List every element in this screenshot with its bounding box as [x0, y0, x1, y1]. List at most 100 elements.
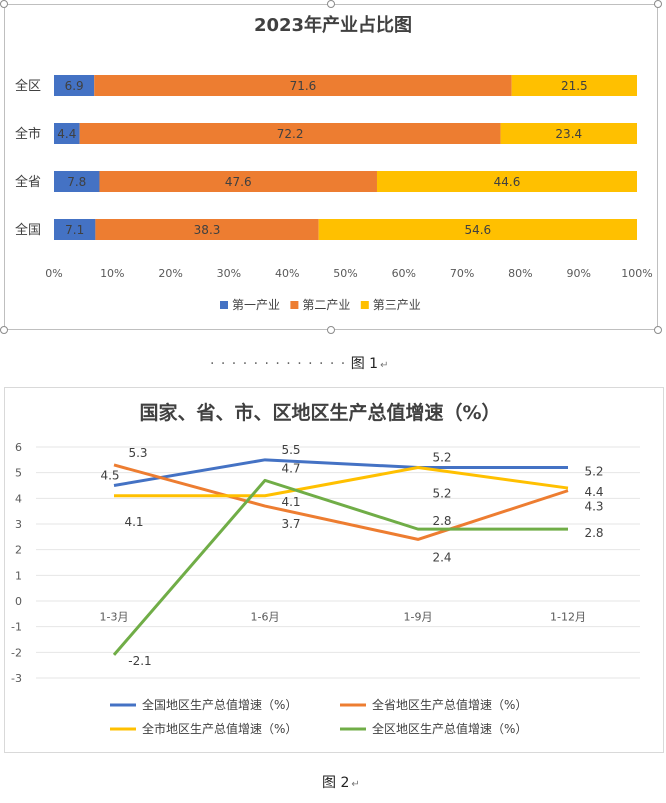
data-label: -2.1	[128, 654, 151, 668]
bar-segment[interactable]	[54, 123, 80, 144]
y-tick-label: -1	[11, 621, 22, 634]
data-label: 5.2	[432, 451, 451, 465]
bar-segment[interactable]	[79, 123, 501, 144]
data-label: 4.7	[281, 461, 300, 475]
bar-segment[interactable]	[318, 219, 637, 240]
x-tick-label: 80%	[508, 267, 532, 280]
bar-segment[interactable]	[500, 123, 637, 144]
legend-entry[interactable]: 第三产业	[373, 298, 421, 312]
x-tick-label: 90%	[566, 267, 590, 280]
y-tick-label: 4	[15, 492, 22, 505]
bar-value-label: 47.6	[225, 175, 252, 189]
y-tick-label: -3	[11, 672, 22, 685]
x-tick-label: 50%	[333, 267, 357, 280]
data-label: 2.8	[584, 526, 603, 540]
x-tick-label: 100%	[621, 267, 652, 280]
legend-entry[interactable]: 全市地区生产总值增速（%）	[142, 721, 297, 736]
legend-swatch	[220, 301, 228, 309]
series-line[interactable]	[112, 478, 568, 656]
y-tick-label: 2	[15, 544, 22, 557]
legend-entry[interactable]: 第二产业	[302, 298, 350, 312]
data-label: 4.4	[584, 485, 603, 499]
data-label: 4.1	[281, 495, 300, 509]
x-tick-label: 60%	[392, 267, 416, 280]
bar-value-label: 6.9	[65, 79, 84, 93]
legend-swatch	[290, 301, 299, 309]
x-tick-label: 10%	[100, 267, 124, 280]
resize-handle-top-right[interactable]	[654, 0, 662, 8]
y-tick-label: 6	[15, 441, 22, 454]
data-label: 5.2	[432, 487, 451, 501]
bar-segment[interactable]	[99, 171, 377, 192]
resize-handle-bottom-right[interactable]	[654, 326, 662, 334]
caption-label: 图 2	[322, 775, 350, 791]
data-label: 2.8	[432, 514, 451, 528]
bar-value-label: 54.6	[464, 223, 491, 237]
y-tick-label: -2	[11, 646, 22, 659]
y-tick-label: 5	[15, 467, 22, 480]
legend-entry[interactable]: 第一产业	[232, 298, 280, 312]
legend-entry[interactable]: 全省地区生产总值增速（%）	[372, 697, 527, 712]
bar-segment[interactable]	[95, 219, 319, 240]
x-tick-label: 20%	[158, 267, 182, 280]
y-tick-label: 0	[15, 595, 22, 608]
bar-segment[interactable]	[54, 171, 100, 192]
x-tick-label: 70%	[450, 267, 474, 280]
caption-dots: · · · · · · · · · · · · ·	[210, 356, 347, 372]
resize-handle-bottom-left[interactable]	[0, 326, 8, 334]
bar-segment[interactable]	[54, 219, 96, 240]
data-label: 4.5	[100, 469, 119, 483]
data-label: 2.4	[432, 550, 451, 564]
bar-value-label: 7.8	[67, 175, 86, 189]
x-category-label: 1-9月	[404, 610, 433, 623]
bar-value-label: 72.2	[277, 127, 304, 141]
bar-segment[interactable]	[376, 171, 637, 192]
paragraph-mark-icon: ↵	[351, 779, 360, 790]
bar-value-label: 21.5	[561, 79, 588, 93]
legend-swatch	[360, 301, 369, 309]
series-line[interactable]	[113, 458, 568, 487]
x-category-label: 1-12月	[550, 610, 586, 623]
resize-handle-top-middle[interactable]	[327, 0, 335, 8]
chart-2-svg: 国家、省、市、区地区生产总值增速（%） 6 5 4 3 2 1 0 -1 -2 -3 1-3月 1-6月…	[11, 401, 640, 736]
data-label: 4.3	[584, 500, 603, 514]
bar-value-label: 23.4	[555, 127, 582, 141]
bar-value-label: 4.4	[57, 127, 76, 141]
x-category-label: 1-3月	[100, 610, 129, 623]
x-tick-label: 30%	[217, 267, 241, 280]
series-line[interactable]	[114, 466, 569, 498]
chart-1-title: 2023年产业占比图	[254, 14, 412, 36]
x-tick-label: 40%	[275, 267, 299, 280]
x-category-label: 1-6月	[251, 610, 280, 623]
data-label: 5.3	[128, 446, 147, 460]
category-label: 全市	[15, 126, 41, 142]
chart-2-frame[interactable]	[4, 387, 664, 753]
y-tick-label: 3	[15, 518, 22, 531]
resize-handle-top-left[interactable]	[0, 0, 8, 8]
bar-segment[interactable]	[94, 75, 512, 96]
data-label: 5.2	[584, 465, 603, 479]
category-label: 全区	[15, 78, 41, 94]
caption-label: 图 1	[350, 356, 379, 372]
bar-value-label: 44.6	[494, 175, 521, 189]
bar-segment[interactable]	[511, 75, 637, 96]
y-tick-label: 1	[15, 569, 22, 582]
legend-entry[interactable]: 全国地区生产总值增速（%）	[142, 697, 297, 712]
chart-2-title: 国家、省、市、区地区生产总值增速（%）	[139, 401, 500, 424]
x-tick-label: 0%	[45, 267, 62, 280]
bar-value-label: 7.1	[65, 223, 84, 237]
data-label: 5.5	[281, 443, 300, 457]
figure-1-caption: · · · · · · · · · · · · · 图 1 ↵	[210, 353, 388, 373]
series-line[interactable]	[113, 463, 569, 541]
paragraph-mark-icon: ↵	[380, 360, 389, 371]
bar-value-label: 71.6	[290, 79, 317, 93]
category-label: 全省	[15, 174, 41, 190]
data-label: 4.1	[124, 515, 143, 529]
category-label: 全国	[15, 222, 41, 238]
bar-segment[interactable]	[54, 75, 95, 96]
bar-value-label: 38.3	[194, 223, 221, 237]
legend-entry[interactable]: 全区地区生产总值增速（%）	[372, 721, 527, 736]
resize-handle-bottom-middle[interactable]	[327, 326, 335, 334]
data-label: 3.7	[281, 517, 300, 531]
